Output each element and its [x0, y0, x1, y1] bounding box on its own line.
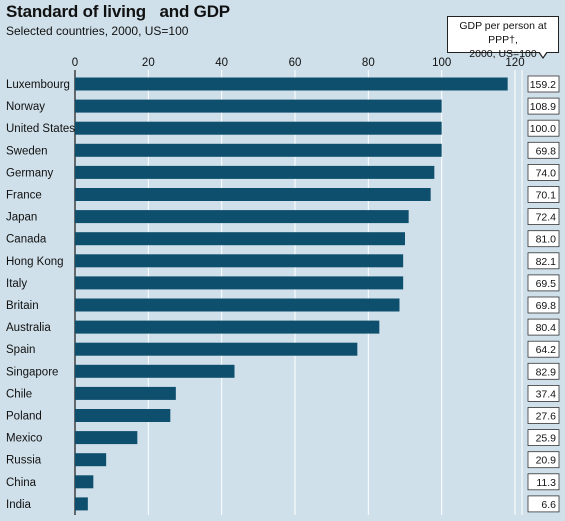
callout-line-2: 2000, US=100 [469, 48, 537, 60]
gdp-value-label: 159.2 [530, 79, 556, 91]
category-labels: Luxembourg Norway United States Sweden Germa… [6, 79, 75, 511]
category-label: Sweden [6, 145, 48, 157]
category-label: Singapore [6, 366, 58, 378]
gdp-value-box [527, 473, 560, 491]
gdp-value-label: 6.6 [541, 499, 556, 511]
category-label: Poland [6, 411, 42, 423]
callout-line-1: GDP per person at PPP†, [459, 20, 547, 46]
category-label: Australia [6, 322, 51, 334]
bar-britain [75, 298, 400, 312]
category-label: Italy [6, 278, 27, 290]
chart-title: Standard of living and GDP [6, 2, 230, 21]
gdp-value-label: 72.4 [536, 212, 557, 224]
bar-united-states [75, 121, 442, 135]
gdp-value-box [527, 407, 560, 424]
gdp-value-label: 20.9 [536, 455, 557, 467]
category-label: France [6, 190, 42, 202]
bar-norway [75, 99, 442, 113]
gdp-value-box [527, 362, 560, 380]
bar-poland [75, 409, 171, 422]
gridlines [74, 70, 523, 515]
category-label: Germany [6, 167, 54, 179]
x-tick-label: 60 [289, 57, 302, 69]
gdp-value-label: 81.0 [536, 234, 557, 246]
gdp-value-label: 64.2 [536, 344, 557, 356]
gdp-value-box [527, 186, 560, 203]
category-label: Norway [6, 101, 45, 113]
category-label: Luxembourg [6, 79, 70, 91]
bar-canada [75, 232, 405, 246]
category-label: Russia [6, 455, 42, 467]
bars [75, 77, 508, 511]
gdp-value-box [527, 384, 560, 402]
bar-spain [75, 342, 358, 356]
gdp-value-box [527, 495, 560, 513]
gdp-value-label: 69.8 [536, 300, 557, 312]
x-tick-label: 0 [72, 57, 78, 69]
category-label: Britain [6, 300, 39, 312]
category-label: Spain [6, 344, 35, 356]
bar-japan [75, 210, 409, 224]
category-label: India [6, 499, 32, 511]
category-label: Japan [6, 212, 37, 224]
gdp-value-box [527, 141, 560, 159]
gdp-value-box [527, 75, 560, 93]
gdp-value-box [527, 119, 560, 137]
gdp-value-label: 70.1 [536, 190, 557, 202]
gdp-value-label: 80.4 [536, 322, 557, 334]
callout-pointer-fill [539, 51, 547, 57]
gdp-value-box [527, 208, 560, 226]
gdp-value-box [527, 318, 560, 336]
gdp-value-label: 11.3 [536, 477, 556, 489]
bar-australia [75, 320, 380, 334]
category-label: Chile [6, 388, 32, 400]
bar-luxembourg [75, 77, 508, 91]
gdp-value-label: 27.6 [536, 411, 557, 423]
gdp-value-box [527, 429, 560, 447]
chart-subtitle: Selected countries, 2000, US=100 [6, 24, 189, 38]
category-label: China [6, 477, 37, 489]
gdp-value-label: 82.9 [536, 366, 557, 378]
gdp-value-box [527, 296, 560, 314]
bar-russia [75, 453, 107, 467]
gdp-value-label: 25.9 [536, 433, 557, 445]
category-label: Canada [6, 234, 47, 246]
x-tick-label: 100 [432, 57, 451, 69]
category-label: United States [6, 123, 75, 135]
gdp-value-box [527, 230, 560, 248]
category-label: Hong Kong [6, 256, 64, 268]
gdp-column-callout: GDP per person at PPP†, 2000, US=100 [447, 16, 559, 60]
gdp-value-label: 74.0 [536, 167, 557, 179]
category-label: Mexico [6, 433, 42, 445]
bar-china [75, 475, 94, 489]
gdp-value-box [527, 451, 560, 469]
x-tick-label: 20 [142, 57, 155, 69]
gdp-value-box [527, 163, 560, 181]
bar-france [75, 188, 431, 201]
bar-hong-kong [75, 254, 404, 268]
x-tick-label: 120 [505, 57, 524, 69]
gdp-value-label: 69.8 [536, 145, 557, 157]
bar-singapore [75, 364, 235, 378]
bar-italy [75, 276, 404, 290]
gdp-value-label: 108.9 [530, 101, 556, 113]
x-tick-label: 40 [215, 57, 228, 69]
gdp-value-label: 69.5 [536, 278, 557, 290]
gdp-value-label: 82.1 [536, 256, 557, 268]
gdp-value-label: 37.4 [536, 388, 557, 400]
gdp-value-box [527, 340, 560, 358]
gdp-value-box [527, 97, 560, 115]
x-tick-label: 80 [362, 57, 375, 69]
bar-mexico [75, 431, 138, 445]
gdp-value-column: 159.2 108.9 100.0 69.8 74.0 70.1 72.4 81.0 82.1 6… [527, 75, 560, 513]
bar-sweden [75, 143, 442, 157]
x-axis-tick-labels: 0 20 40 60 80 100 120 [72, 57, 525, 69]
bar-chile [75, 386, 176, 400]
gdp-value-box [527, 252, 560, 270]
gdp-value-box [527, 274, 560, 292]
bar-germany [75, 165, 435, 179]
gdp-value-label: 100.0 [530, 123, 556, 135]
bar-india [75, 497, 88, 511]
